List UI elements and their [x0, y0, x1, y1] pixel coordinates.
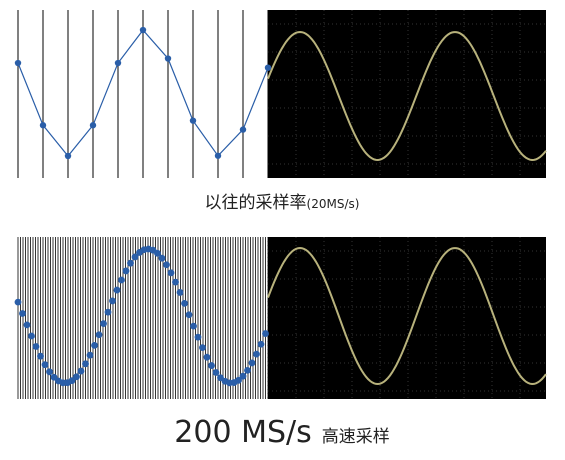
sample-dot — [68, 377, 76, 385]
sample-dot — [109, 297, 116, 305]
scope-screen — [268, 10, 546, 178]
caption: 以往的采样率(20MS/s) — [205, 193, 360, 213]
sample-dot — [139, 26, 147, 34]
sample-dot — [208, 362, 215, 369]
sample-dot — [257, 340, 265, 348]
sample-dot — [41, 361, 49, 369]
sample-dot — [122, 267, 130, 275]
sample-dot — [164, 55, 172, 62]
sample-dot — [100, 320, 107, 327]
sample-dot — [14, 298, 22, 306]
sample-dot — [172, 278, 179, 286]
sample-dot — [203, 353, 211, 361]
sample-dot — [28, 332, 35, 340]
caption-main: 200 MS/s — [174, 415, 311, 450]
sample-dot — [253, 350, 260, 358]
sample-dot — [14, 59, 22, 67]
sample-dot — [50, 373, 58, 381]
sample-dot — [264, 64, 272, 71]
caption-unit: 高速采样 — [322, 427, 390, 447]
sample-dot — [244, 366, 251, 374]
sample-dot — [89, 122, 97, 129]
sample-dot — [86, 351, 94, 359]
sample-dot — [176, 289, 184, 296]
sample-dot — [82, 360, 89, 368]
drawing — [14, 10, 547, 399]
sample-dot — [262, 330, 269, 337]
sample-dot — [113, 286, 121, 294]
sample-dot — [190, 322, 197, 330]
sample-dot — [46, 368, 53, 376]
sample-dot — [23, 321, 31, 329]
sample-dot — [77, 367, 85, 375]
scope-trace — [267, 246, 547, 386]
sample-dot — [181, 299, 188, 307]
caption-main: 以往的采样率 — [205, 193, 307, 213]
sample-dot — [167, 269, 175, 277]
sample-dot — [239, 372, 247, 380]
sample-dot — [39, 122, 47, 129]
sample-dot — [158, 254, 166, 262]
caption: 200 MS/s 高速采样 — [174, 415, 389, 450]
sample-dot — [127, 259, 134, 267]
sample-dot — [239, 126, 247, 133]
sample-dot — [163, 261, 170, 269]
scope-trace — [267, 30, 547, 162]
sample-dot — [199, 344, 206, 352]
sample-dot — [32, 343, 40, 350]
sample-dot — [73, 373, 80, 381]
caption-unit: (20MS/s) — [307, 197, 360, 211]
sample-dot — [131, 253, 139, 261]
sample-dot — [118, 276, 125, 284]
sample-dot — [189, 117, 197, 124]
sample-dot — [64, 152, 72, 160]
sample-dot — [248, 359, 256, 367]
sample-dot — [19, 310, 26, 317]
sample-dot — [154, 249, 161, 257]
sample-dot — [91, 341, 98, 349]
sample-dot — [194, 333, 202, 341]
sample-dot — [114, 59, 122, 67]
scope-screen — [268, 237, 546, 399]
sample-dot — [37, 352, 44, 360]
sample-dot — [95, 331, 103, 339]
sample-dot — [235, 376, 242, 384]
sample-dot — [104, 308, 112, 316]
sample-dot — [185, 311, 193, 319]
sample-dot — [212, 369, 220, 376]
sample-dot — [214, 152, 222, 159]
